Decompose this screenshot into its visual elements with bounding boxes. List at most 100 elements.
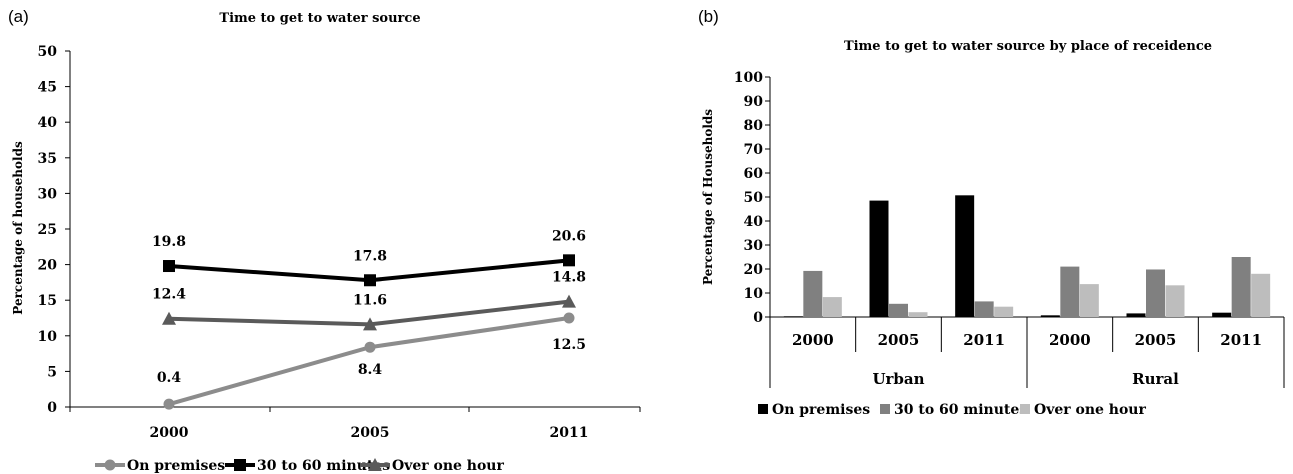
y-tick-label: 60 (744, 166, 764, 182)
data-point (364, 274, 376, 287)
data-point (364, 341, 376, 353)
data-label: 14.8 (552, 270, 586, 286)
bar (1231, 257, 1251, 317)
bar-chart-legend: On premises 30 to 60 minutes Over one hour (758, 402, 1146, 418)
legend-label: On premises (772, 402, 870, 418)
bar (1165, 285, 1185, 317)
y-tick-label: 25 (38, 222, 57, 238)
series-over-one-hour (822, 273, 1271, 317)
y-tick-label: 0 (753, 310, 763, 326)
bar-chart-panel: (b) Time to get to water source by place… (698, 7, 1285, 418)
y-tick-label: 30 (744, 238, 764, 254)
group-label: Rural (1132, 370, 1179, 388)
data-label: 12.4 (152, 287, 186, 303)
x-tick-label: 2005 (1135, 331, 1177, 349)
y-tick-label: 80 (744, 118, 764, 134)
line-chart-panel: (a) Time to get to water source Percenta… (8, 7, 641, 474)
y-tick-label: 15 (38, 293, 57, 309)
x-tick-label: 2011 (963, 331, 1005, 349)
series-on-premises: 0.4 8.4 12.5 (157, 312, 586, 410)
bar-chart-bars (783, 195, 1271, 317)
bar (783, 316, 803, 317)
data-label: 17.8 (353, 248, 387, 264)
bar (869, 200, 889, 317)
y-tick-label: 10 (38, 329, 58, 345)
legend-label: Over one hour (392, 458, 504, 474)
series-on-premises (783, 195, 1232, 317)
bar (1251, 273, 1271, 317)
line-chart-series: 0.4 8.4 12.5 19.8 17.8 20.6 12.4 11.6 14.8 (152, 228, 586, 410)
x-tick-label: 2000 (1049, 331, 1091, 349)
bar (1060, 266, 1080, 317)
y-tick-label: 40 (744, 214, 764, 230)
legend-label: 30 to 60 minutes (257, 458, 390, 474)
bar (994, 306, 1014, 317)
line-chart-axes: 0 5 10 15 20 25 30 35 40 45 50 2000 2005 2011 (38, 44, 641, 441)
data-label: 20.6 (552, 228, 586, 244)
y-tick-label: 50 (744, 190, 764, 206)
group-label: Urban (872, 370, 924, 388)
y-tick-label: 100 (734, 70, 763, 86)
y-tick-label: 50 (38, 44, 58, 60)
y-tick-label: 90 (744, 94, 764, 110)
y-tick-label: 45 (38, 80, 57, 96)
y-tick-label: 5 (47, 364, 57, 380)
legend-label: On premises (127, 458, 225, 474)
legend-marker (368, 458, 382, 471)
bar (889, 303, 908, 317)
legend-swatch (1020, 404, 1030, 414)
bar (955, 195, 975, 317)
y-tick-label: 10 (744, 286, 764, 302)
legend-swatch (758, 404, 768, 414)
data-label: 0.4 (157, 370, 182, 386)
line-chart-legend: On premises 30 to 60 minutes Over one hour (95, 458, 504, 474)
data-point (363, 317, 377, 331)
series-30-to-60-minutes: 19.8 17.8 20.6 (152, 228, 586, 287)
series-over-one-hour: 12.4 11.6 14.8 (152, 270, 586, 331)
bar (1126, 313, 1146, 317)
data-point (563, 312, 575, 324)
bar-chart-y-axis-title: Percentage of Households (701, 109, 715, 285)
bar (803, 270, 823, 317)
data-point (562, 294, 576, 308)
data-label: 12.5 (552, 337, 586, 353)
x-tick-label: 2000 (150, 425, 189, 441)
x-tick-label: 2011 (550, 425, 589, 441)
data-label: 19.8 (152, 234, 186, 250)
bar (974, 301, 994, 317)
data-point (563, 254, 575, 267)
y-tick-label: 40 (38, 115, 58, 131)
legend-label: Over one hour (1034, 402, 1146, 418)
y-tick-label: 30 (38, 186, 58, 202)
bar (908, 312, 928, 317)
data-point (163, 260, 175, 273)
legend-label: 30 to 60 minutes (894, 402, 1027, 418)
y-tick-label: 35 (38, 151, 57, 167)
panel-label-a: (a) (8, 7, 29, 26)
bar (1040, 315, 1060, 317)
bar (822, 297, 842, 317)
y-tick-label: 20 (744, 262, 764, 278)
y-tick-label: 70 (744, 142, 764, 158)
bar-chart-axes: 0 10 20 30 40 50 60 70 80 90 100 2000 2005 2011 2000 20… (734, 70, 1285, 388)
series-30-to-60-minutes (803, 257, 1251, 317)
data-label: 8.4 (358, 362, 383, 378)
data-point (163, 398, 175, 410)
y-tick-label: 0 (47, 400, 57, 416)
bar-chart-title: Time to get to water source by place of … (844, 39, 1212, 54)
legend-marker (234, 459, 246, 471)
line-chart-title: Time to get to water source (219, 11, 420, 26)
x-tick-label: 2005 (351, 425, 390, 441)
data-point (162, 311, 176, 325)
legend-swatch (880, 404, 890, 414)
x-tick-label: 2000 (792, 331, 834, 349)
data-label: 11.6 (353, 292, 387, 308)
legend-marker (104, 459, 116, 471)
line-chart-y-axis-title: Percentage of households (11, 141, 25, 315)
x-tick-label: 2005 (878, 331, 920, 349)
x-tick-label: 2011 (1220, 331, 1262, 349)
bar (1146, 269, 1165, 317)
series-line (168, 316, 570, 407)
panel-label-b: (b) (698, 7, 719, 26)
